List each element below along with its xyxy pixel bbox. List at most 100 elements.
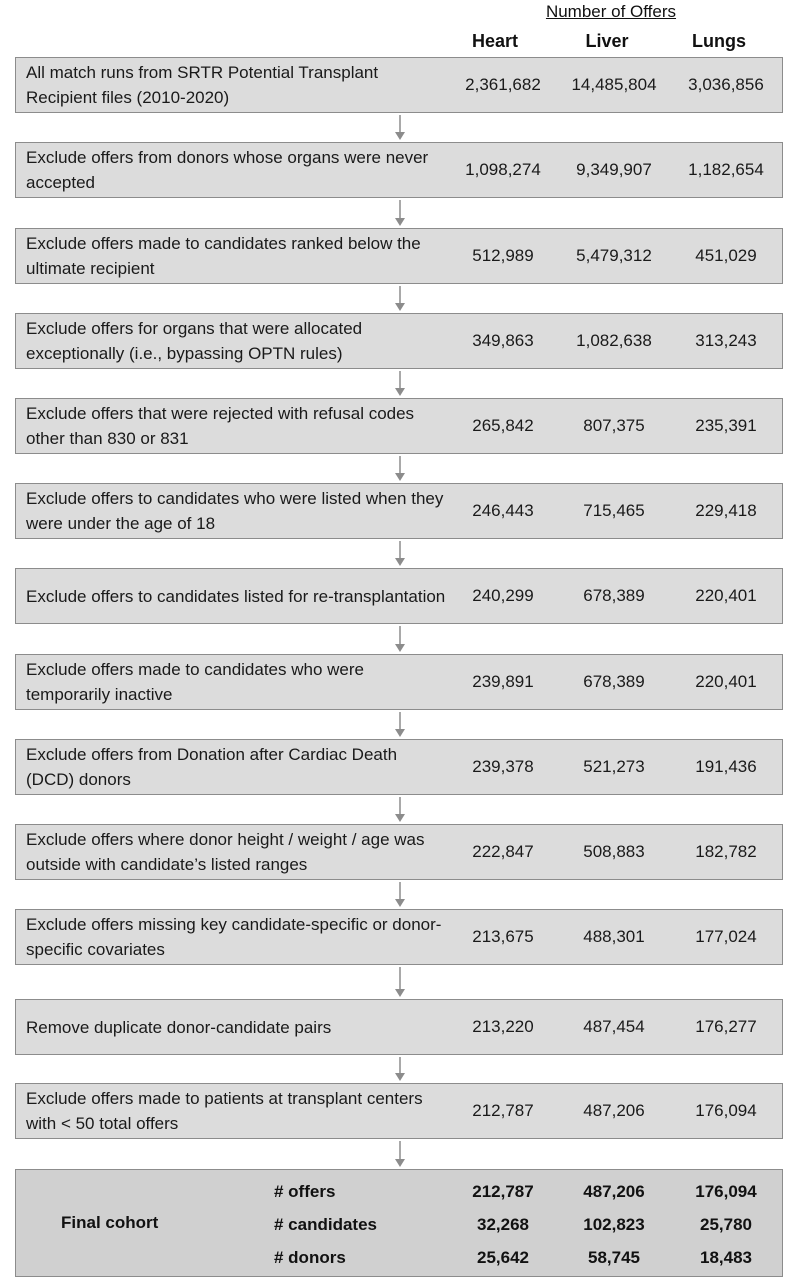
step-value-liver: 508,883 — [583, 842, 645, 861]
down-arrow-icon — [394, 795, 406, 824]
header-title: Number of Offers — [545, 2, 677, 21]
step-description: Exclude offers to candidates who were li… — [26, 489, 444, 533]
step-value-heart: 349,863 — [472, 331, 534, 350]
down-arrow-icon — [394, 539, 406, 568]
step-value-lungs: 3,036,856 — [688, 75, 764, 94]
final-cohort-box: Final cohort # offers 212,787 487,206 17… — [15, 1169, 783, 1277]
step-box-9: Exclude offers from Donation after Cardi… — [15, 739, 783, 795]
down-arrow-icon — [394, 284, 406, 313]
step-value-lungs: 1,182,654 — [688, 160, 764, 179]
step-description: Exclude offers from donors whose organs … — [26, 148, 429, 192]
down-arrow-icon — [394, 198, 406, 228]
step-value-lungs: 220,401 — [695, 672, 757, 691]
final-value-lungs: 25,780 — [700, 1215, 752, 1234]
step-description: Exclude offers for organs that were allo… — [26, 319, 363, 363]
step-value-lungs: 191,436 — [695, 757, 757, 776]
step-value-liver: 14,485,804 — [571, 75, 657, 94]
down-arrow-icon — [394, 454, 406, 483]
step-value-lungs: 182,782 — [695, 842, 757, 861]
step-description: Exclude offers where donor height / weig… — [26, 830, 425, 874]
step-value-heart: 240,299 — [472, 586, 534, 605]
final-row-candidates: # candidates 32,268 102,823 25,780 — [16, 1210, 782, 1240]
step-value-lungs: 176,094 — [695, 1101, 757, 1120]
step-value-heart: 1,098,274 — [465, 160, 541, 179]
step-value-lungs: 229,418 — [695, 501, 757, 520]
final-value-liver: 58,745 — [588, 1248, 640, 1267]
step-value-liver: 807,375 — [583, 416, 645, 435]
down-arrow-icon — [394, 965, 406, 999]
step-value-lungs: 220,401 — [695, 586, 757, 605]
step-value-heart: 246,443 — [472, 501, 534, 520]
down-arrow-icon — [394, 880, 406, 909]
step-description: Exclude offers made to candidates ranked… — [26, 234, 421, 278]
final-value-heart: 32,268 — [477, 1215, 529, 1234]
down-arrow-icon — [394, 369, 406, 398]
step-value-liver: 487,206 — [583, 1101, 645, 1120]
step-box-5: Exclude offers that were rejected with r… — [15, 398, 783, 454]
step-value-lungs: 235,391 — [695, 416, 757, 435]
step-value-liver: 678,389 — [583, 672, 645, 691]
down-arrow-icon — [394, 1139, 406, 1169]
step-box-11: Exclude offers missing key candidate-spe… — [15, 909, 783, 965]
step-value-heart: 239,378 — [472, 757, 534, 776]
step-description: Remove duplicate donor-candidate pairs — [26, 1017, 332, 1037]
column-heart: Heart — [471, 31, 519, 51]
step-value-heart: 222,847 — [472, 842, 534, 861]
step-value-liver: 9,349,907 — [576, 160, 652, 179]
final-row-donors: # donors 25,642 58,745 18,483 — [16, 1243, 782, 1273]
step-value-lungs: 451,029 — [695, 246, 757, 265]
final-value-heart: 25,642 — [477, 1248, 529, 1267]
final-metric-label: # offers — [274, 1182, 336, 1201]
step-box-10: Exclude offers where donor height / weig… — [15, 824, 783, 880]
step-value-liver: 487,454 — [583, 1017, 645, 1036]
step-description: Exclude offers from Donation after Cardi… — [26, 745, 398, 789]
step-description: Exclude offers that were rejected with r… — [26, 404, 415, 448]
final-cohort-label: Final cohort — [61, 1213, 159, 1232]
step-value-heart: 265,842 — [472, 416, 534, 435]
final-value-heart: 212,787 — [472, 1182, 534, 1201]
down-arrow-icon — [394, 710, 406, 739]
step-value-liver: 678,389 — [583, 586, 645, 605]
step-description: Exclude offers missing key candidate-spe… — [26, 915, 442, 959]
step-value-lungs: 313,243 — [695, 331, 757, 350]
step-value-heart: 213,675 — [472, 927, 534, 946]
step-value-liver: 521,273 — [583, 757, 645, 776]
step-value-liver: 1,082,638 — [576, 331, 652, 350]
down-arrow-icon — [394, 624, 406, 654]
step-description: Exclude offers made to candidates who we… — [26, 660, 364, 704]
step-value-liver: 715,465 — [583, 501, 645, 520]
step-value-heart: 213,220 — [472, 1017, 534, 1036]
step-box-12: Remove duplicate donor-candidate pairs 21… — [15, 999, 783, 1055]
down-arrow-icon — [394, 113, 406, 142]
step-value-heart: 2,361,682 — [465, 75, 541, 94]
step-value-lungs: 176,277 — [695, 1017, 757, 1036]
step-box-8: Exclude offers made to candidates who we… — [15, 654, 783, 710]
column-liver: Liver — [585, 31, 629, 51]
step-value-liver: 5,479,312 — [576, 246, 652, 265]
step-box-7: Exclude offers to candidates listed for … — [15, 568, 783, 624]
step-description: Exclude offers made to patients at trans… — [26, 1089, 423, 1133]
final-value-lungs: 18,483 — [700, 1248, 752, 1267]
step-value-heart: 212,787 — [472, 1101, 534, 1120]
step-box-13: Exclude offers made to patients at trans… — [15, 1083, 783, 1139]
final-value-liver: 102,823 — [583, 1215, 645, 1234]
step-description: Exclude offers to candidates listed for … — [26, 586, 446, 606]
step-box-4: Exclude offers for organs that were allo… — [15, 313, 783, 369]
step-box-6: Exclude offers to candidates who were li… — [15, 483, 783, 539]
step-box-2: Exclude offers from donors whose organs … — [15, 142, 783, 198]
offers-header: Number of Offers Heart Liver Lungs — [440, 2, 782, 51]
step-value-liver: 488,301 — [583, 927, 645, 946]
final-value-liver: 487,206 — [583, 1182, 645, 1201]
step-box-3: Exclude offers made to candidates ranked… — [15, 228, 783, 284]
step-value-lungs: 177,024 — [695, 927, 757, 946]
step-value-heart: 239,891 — [472, 672, 534, 691]
step-value-heart: 512,989 — [472, 246, 534, 265]
final-value-lungs: 176,094 — [695, 1182, 757, 1201]
column-lungs: Lungs — [692, 31, 746, 51]
step-box-1: All match runs from SRTR Potential Trans… — [15, 57, 783, 113]
down-arrow-icon — [394, 1055, 406, 1083]
final-row-offers: # offers 212,787 487,206 176,094 — [16, 1177, 782, 1207]
final-metric-label: # candidates — [274, 1215, 377, 1234]
final-metric-label: # donors — [274, 1248, 346, 1267]
step-description: All match runs from SRTR Potential Trans… — [26, 63, 379, 107]
